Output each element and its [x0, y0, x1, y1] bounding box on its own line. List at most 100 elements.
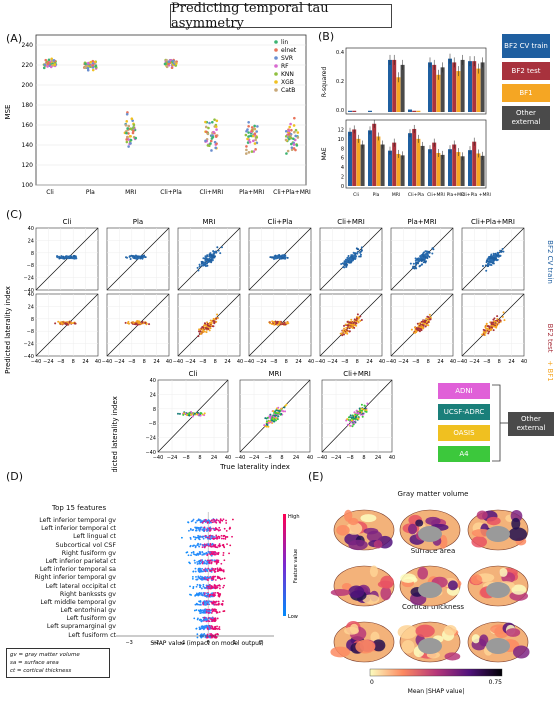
data-point [215, 119, 219, 123]
xtick-label: −24 [398, 359, 409, 365]
scatter-point [201, 260, 204, 263]
shap-point [192, 553, 195, 555]
mae-bar [440, 154, 445, 186]
legend-marker [274, 40, 278, 44]
data-point [84, 62, 87, 66]
brain-region [447, 580, 458, 591]
scatter-point [211, 254, 214, 257]
legend-bf2-test: BF2 test [502, 62, 550, 80]
xtick-label: MRI [392, 192, 400, 198]
shap-point [212, 576, 215, 578]
scatter-point [66, 322, 69, 325]
xtick-label: Cli+MRI [427, 192, 445, 198]
data-point [250, 150, 254, 153]
shap-point [209, 587, 211, 590]
shap-point [209, 545, 212, 548]
shap-point [222, 586, 225, 589]
scatter-point [210, 258, 213, 261]
scatter-point [141, 320, 144, 323]
scatter-point [422, 320, 425, 323]
scatter-point [277, 409, 280, 412]
scatter-point [410, 328, 413, 331]
scatter-point [421, 323, 424, 326]
shap-point [201, 562, 204, 565]
data-point [289, 136, 293, 140]
scatter-point [197, 330, 200, 333]
scatter-point [350, 419, 353, 422]
column-title: MRI [269, 370, 282, 378]
shap-point [201, 546, 204, 549]
scatter-point [72, 254, 75, 257]
scatter-point [413, 267, 416, 270]
data-point [134, 136, 138, 140]
shap-point [199, 543, 202, 546]
shap-point [204, 636, 207, 639]
shap-point [205, 592, 208, 595]
scatter-point [424, 256, 427, 259]
scatter-point [213, 321, 216, 324]
legend-other-external-c: Other external [508, 412, 554, 436]
scatter-point [132, 321, 135, 324]
scatter-point [356, 252, 359, 255]
shap-point [202, 603, 205, 606]
scatter-point [272, 410, 275, 413]
legend-ucsf-adrc: UCSF-ADRC [438, 404, 490, 420]
scatter-point [422, 259, 425, 262]
scatter-point [220, 246, 223, 249]
xtick-label: 40 [225, 455, 231, 461]
shap-point [216, 552, 218, 555]
scatter-point [493, 320, 496, 323]
scatter-point [148, 323, 151, 326]
data-point [213, 118, 216, 121]
scatter-point [178, 412, 181, 415]
data-point [214, 135, 218, 138]
scatter-point [414, 264, 417, 267]
ytick-label: 140 [22, 142, 34, 149]
data-point [284, 129, 288, 133]
xtick-label: 8 [498, 359, 501, 365]
scatter-point [274, 411, 277, 414]
scatter-point [357, 411, 360, 414]
shap-point [207, 625, 209, 627]
shap-point [213, 569, 215, 572]
scatter-point [487, 332, 490, 335]
scatter-point [278, 254, 281, 257]
column-title: Pla [133, 218, 143, 226]
shap-point [205, 584, 208, 587]
scatter-point [347, 416, 350, 419]
shap-point [220, 534, 223, 537]
xtick-label: Pla [373, 192, 380, 198]
brain-region [348, 539, 368, 551]
scatter-point [139, 322, 142, 325]
shap-point [196, 519, 198, 522]
scatter-point [191, 415, 194, 418]
scatter-point [212, 319, 215, 322]
data-point [91, 64, 95, 67]
mae-bar [396, 153, 401, 186]
shap-point [195, 592, 198, 595]
scatter-point [137, 320, 140, 323]
data-point [253, 124, 256, 128]
data-point [131, 131, 135, 135]
scatter-point [346, 257, 349, 260]
scatter-point [428, 255, 431, 258]
scatter-point [422, 261, 425, 264]
shap-point [216, 617, 219, 620]
legend-label: KNN [281, 71, 294, 78]
shap-point [201, 553, 204, 556]
shap-point [214, 601, 217, 604]
shap-point [198, 529, 201, 532]
medial-wall [418, 638, 442, 654]
scatter-point [265, 425, 268, 428]
brain-region [471, 536, 488, 548]
data-point [165, 65, 169, 69]
scatter-point [204, 256, 207, 259]
shap-point [214, 603, 216, 606]
data-point [208, 144, 211, 148]
shap-point [215, 560, 218, 563]
r2-bar [460, 59, 465, 112]
ytick-label: 180 [22, 102, 34, 109]
shap-point [209, 551, 211, 554]
feature-label: Left inferior parietal ct [45, 557, 116, 565]
r2-bar [456, 71, 461, 112]
